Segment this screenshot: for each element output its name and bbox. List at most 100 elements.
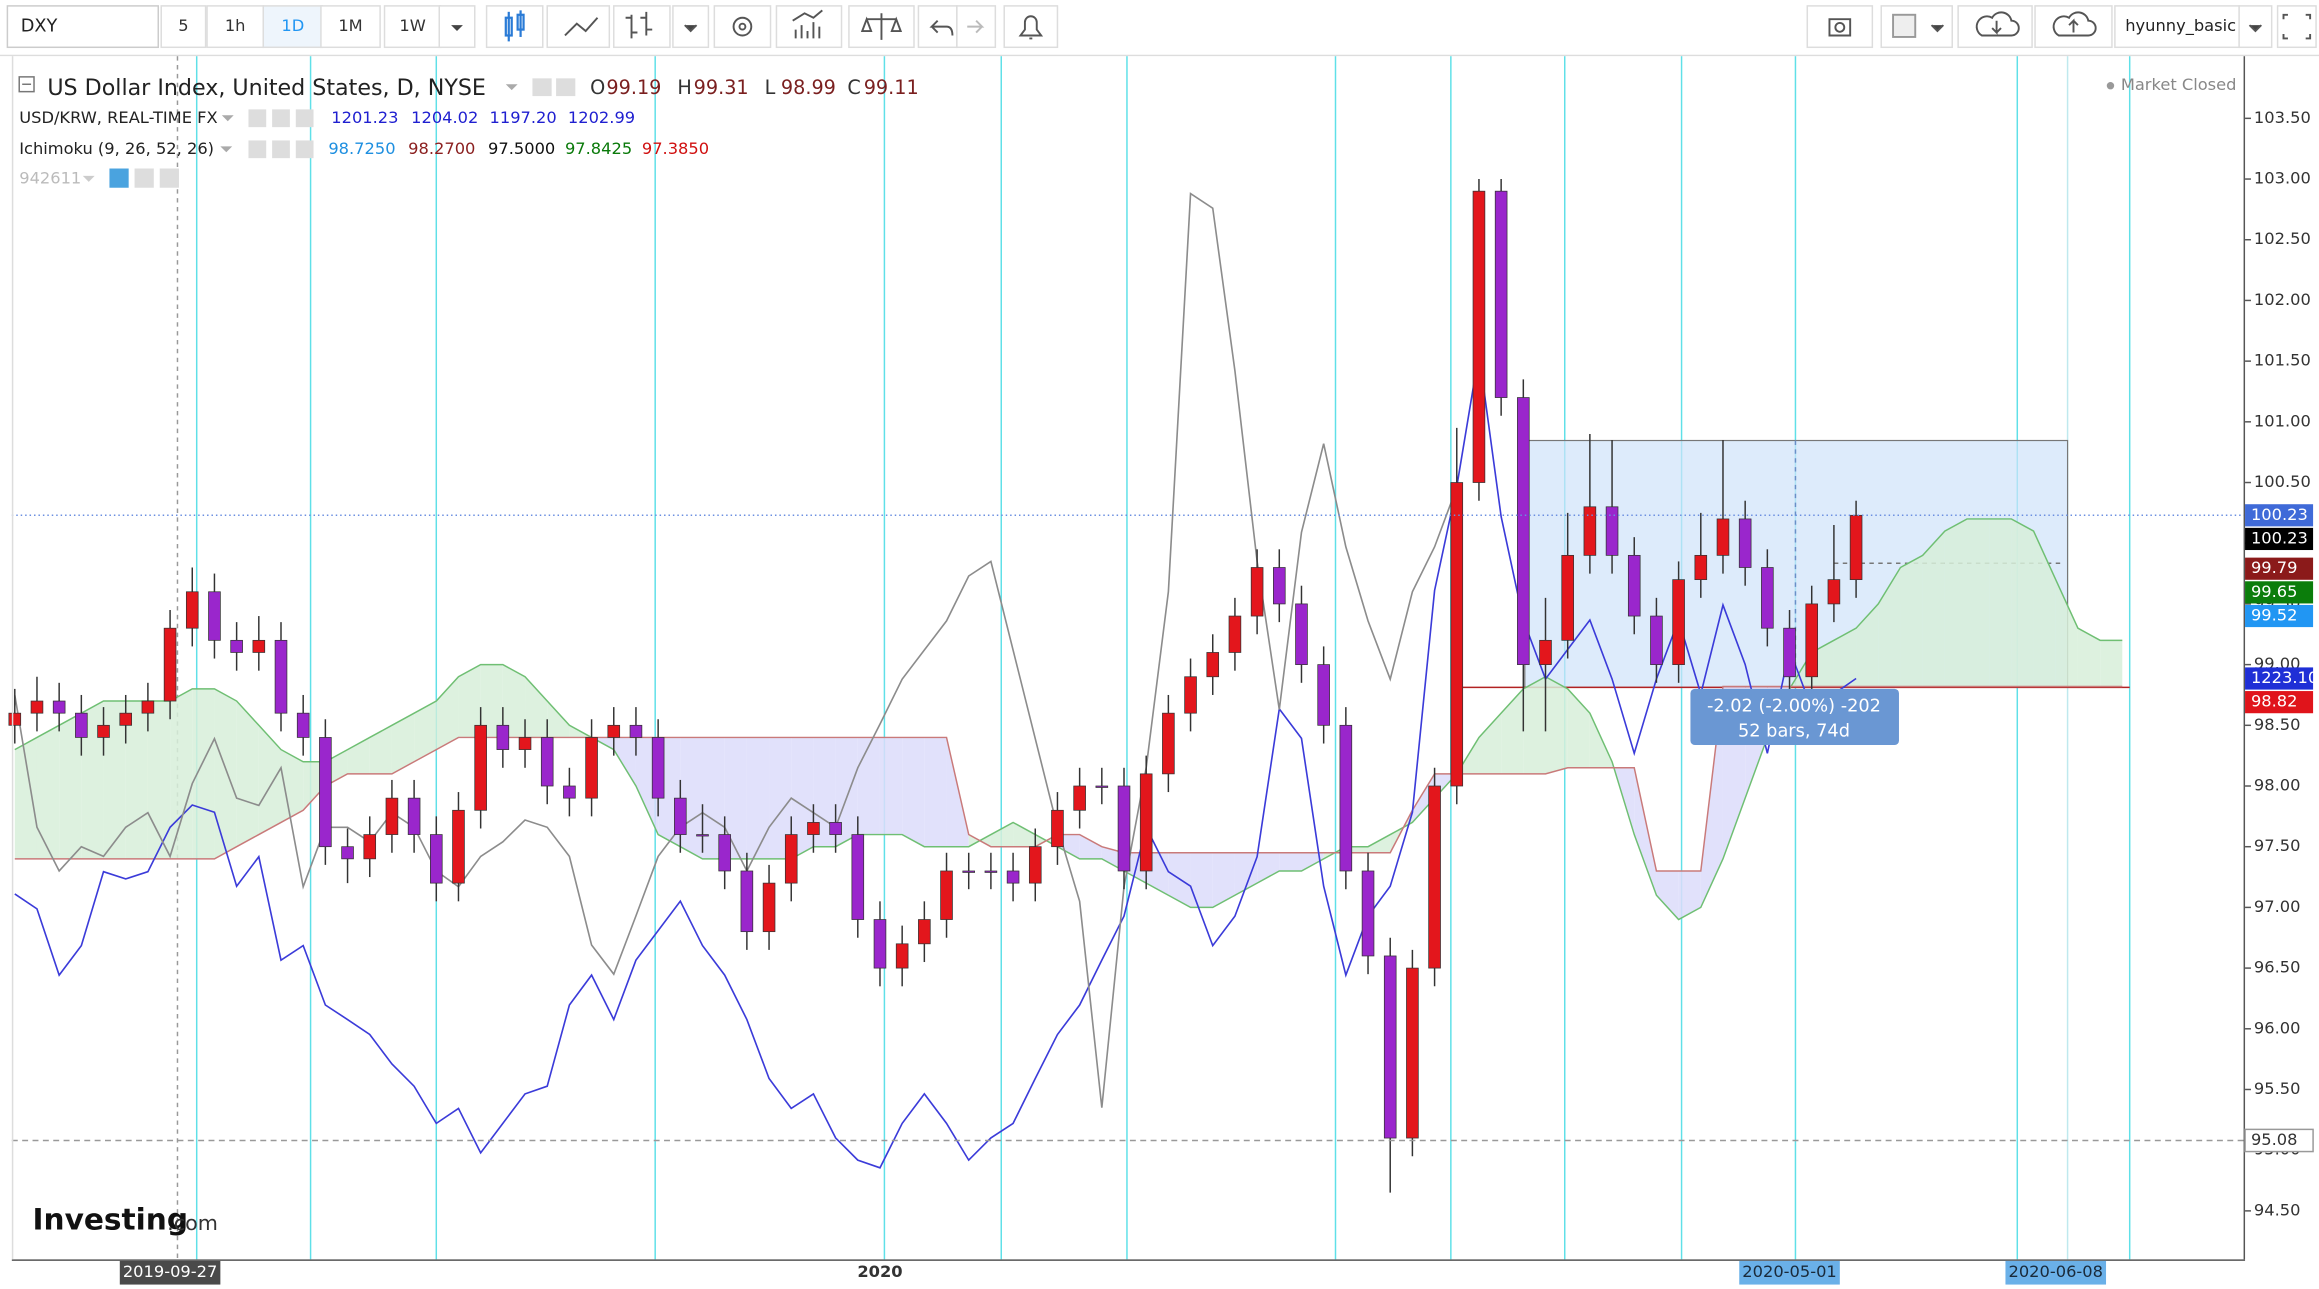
cloud-segment xyxy=(857,737,880,835)
settings-icon[interactable] xyxy=(272,140,290,159)
price-label: 100.23 xyxy=(2251,528,2308,547)
dropdown-icon[interactable] xyxy=(505,84,518,91)
candle-body xyxy=(1028,846,1042,884)
candle-body xyxy=(1428,785,1441,969)
x-label-box xyxy=(119,1260,221,1285)
y-tick-label: 102.50 xyxy=(2254,229,2311,248)
indicator-line xyxy=(14,353,1857,1169)
legend-key: L xyxy=(765,76,776,99)
market-status: Market Closed xyxy=(2121,75,2237,94)
y-tick-label: 95.50 xyxy=(2254,1079,2301,1098)
measure-label-box xyxy=(1690,688,1899,746)
cloud-segment xyxy=(480,664,503,738)
x-tick-label: 2020-05-01 xyxy=(1742,1262,1836,1281)
candle-body xyxy=(163,627,177,702)
cloud-segment xyxy=(1989,518,2012,687)
price-label-box xyxy=(2245,667,2314,690)
interval-button[interactable] xyxy=(160,5,207,49)
price-label-box xyxy=(2245,581,2314,604)
remove-icon[interactable] xyxy=(159,168,179,188)
candle-body xyxy=(984,870,998,873)
candle-body xyxy=(540,737,554,787)
cloud-segment xyxy=(1678,870,1701,920)
x-tick-label: 2020-06-08 xyxy=(2009,1262,2103,1281)
price-label-box xyxy=(2245,504,2314,527)
cloud-segment xyxy=(1079,834,1102,859)
cloud-segment xyxy=(147,701,171,859)
candle-body xyxy=(1650,615,1663,665)
candle-body xyxy=(319,737,332,848)
legend-value: 1197.20 xyxy=(490,108,557,127)
legend-key: O xyxy=(590,76,605,99)
price-label: 99.52 xyxy=(2251,606,2298,625)
settings-icon[interactable] xyxy=(556,78,576,97)
cloud-segment xyxy=(902,737,925,847)
cloud-segment xyxy=(1501,688,1524,774)
candle-body xyxy=(1694,554,1708,581)
cloud-segment xyxy=(347,737,370,774)
legend-value: 1202.99 xyxy=(568,108,635,127)
legend-value: 1204.02 xyxy=(411,108,478,127)
interval-button[interactable] xyxy=(320,5,381,49)
candle-body xyxy=(607,724,621,738)
cloud-segment xyxy=(214,688,237,859)
candle-body xyxy=(1339,724,1353,872)
eye-icon[interactable] xyxy=(532,78,552,97)
eye-icon[interactable] xyxy=(248,140,267,159)
y-tick-label: 100.50 xyxy=(2254,472,2311,491)
candle-body xyxy=(1095,785,1109,788)
collapse-icon[interactable] xyxy=(18,76,35,93)
indicator-line xyxy=(13,192,1458,1108)
candle-body xyxy=(1206,652,1220,678)
cloud-segment xyxy=(1567,688,1590,768)
candle-body xyxy=(1472,190,1486,483)
y-tick-label: 102.00 xyxy=(2254,290,2311,309)
remove-icon[interactable] xyxy=(295,140,314,159)
cloud-segment xyxy=(36,725,60,859)
symbol-search[interactable] xyxy=(6,5,159,49)
candle-body xyxy=(1827,579,1841,605)
cloud-segment xyxy=(81,701,104,859)
cloud-segment xyxy=(281,749,304,823)
dropdown-icon[interactable] xyxy=(221,115,234,122)
candle-body xyxy=(1561,554,1574,641)
cloud-segment xyxy=(502,664,526,738)
logo-brand: Investing xyxy=(33,1203,188,1237)
legend-title: US Dollar Index, United States, D, NYSE xyxy=(47,75,486,101)
candle-body xyxy=(1627,554,1641,617)
candle-body xyxy=(141,700,155,714)
candle-body xyxy=(1051,809,1064,848)
interval-button[interactable] xyxy=(383,5,442,49)
y-tick-label: 103.50 xyxy=(2254,108,2311,127)
y-tick-label: 96.50 xyxy=(2254,958,2301,977)
cloud-segment xyxy=(746,737,770,859)
eye-icon[interactable] xyxy=(248,109,267,128)
candle-body xyxy=(52,700,66,714)
cloud-segment xyxy=(170,688,193,859)
candle-body xyxy=(674,797,687,835)
candle-body xyxy=(651,737,665,799)
interval-button[interactable] xyxy=(262,5,324,49)
remove-icon[interactable] xyxy=(295,109,314,128)
dropdown-icon[interactable] xyxy=(82,175,95,182)
measure-label: 52 bars, 74d xyxy=(1738,722,1850,742)
interval-label: 1M xyxy=(338,16,362,35)
cloud-segment xyxy=(1257,852,1280,884)
time-axis xyxy=(0,1259,2319,1289)
legend-value: 1201.23 xyxy=(331,108,398,127)
candle-body xyxy=(1583,506,1597,556)
settings-icon[interactable] xyxy=(134,168,154,188)
y-tick-label: 97.50 xyxy=(2254,836,2301,855)
settings-icon[interactable] xyxy=(272,109,290,128)
candle-body xyxy=(208,591,221,641)
candle-body xyxy=(1273,567,1286,605)
candle-body xyxy=(1605,506,1619,556)
candle-body xyxy=(363,834,377,860)
dropdown-icon[interactable] xyxy=(220,146,233,153)
eye-icon[interactable] xyxy=(109,168,129,188)
cloud-segment xyxy=(813,737,836,847)
interval-label: 1W xyxy=(399,16,425,35)
candle-body xyxy=(940,870,953,920)
